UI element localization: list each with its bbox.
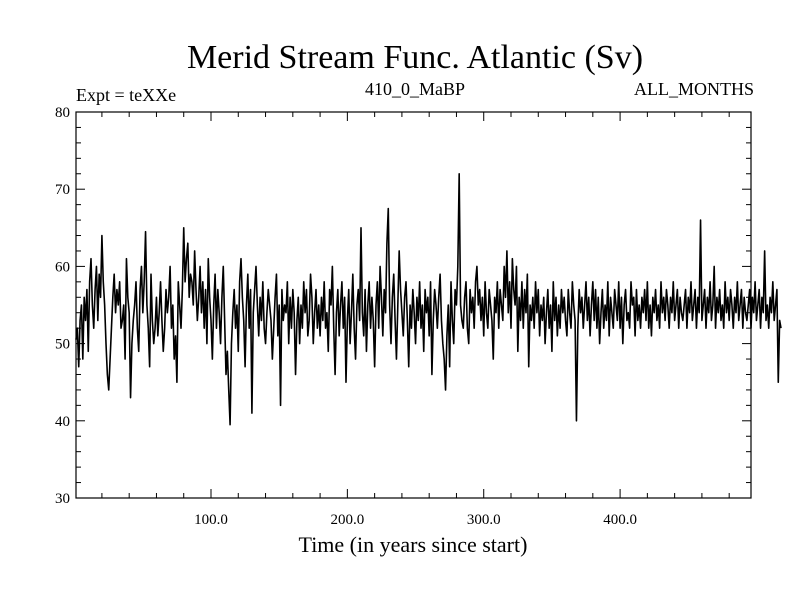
ticks-layer: 30 40 50 60 70 80 100.0 200.0 300.0 400.0 <box>55 105 751 528</box>
y-tick-label: 40 <box>55 414 70 430</box>
series-line <box>75 172 782 426</box>
period-label: 410_0_MaBP <box>365 79 465 99</box>
x-axis-label: Time (in years since start) <box>299 532 528 557</box>
x-tick-label: 300.0 <box>467 512 501 528</box>
y-tick-label: 80 <box>55 105 70 121</box>
series-layer <box>75 172 782 426</box>
x-tick-label: 200.0 <box>330 512 364 528</box>
y-tick-label: 70 <box>55 182 70 198</box>
x-tick-label: 400.0 <box>603 512 637 528</box>
y-tick-label: 30 <box>55 491 70 507</box>
chart-title: Merid Stream Func. Atlantic (Sv) <box>187 39 643 76</box>
y-tick-label: 50 <box>55 337 70 353</box>
months-label: ALL_MONTHS <box>634 79 754 99</box>
y-tick-label: 60 <box>55 259 70 275</box>
experiment-label: Expt = teXXe <box>76 85 176 105</box>
x-tick-label: 100.0 <box>194 512 228 528</box>
plot-frame <box>75 111 752 499</box>
